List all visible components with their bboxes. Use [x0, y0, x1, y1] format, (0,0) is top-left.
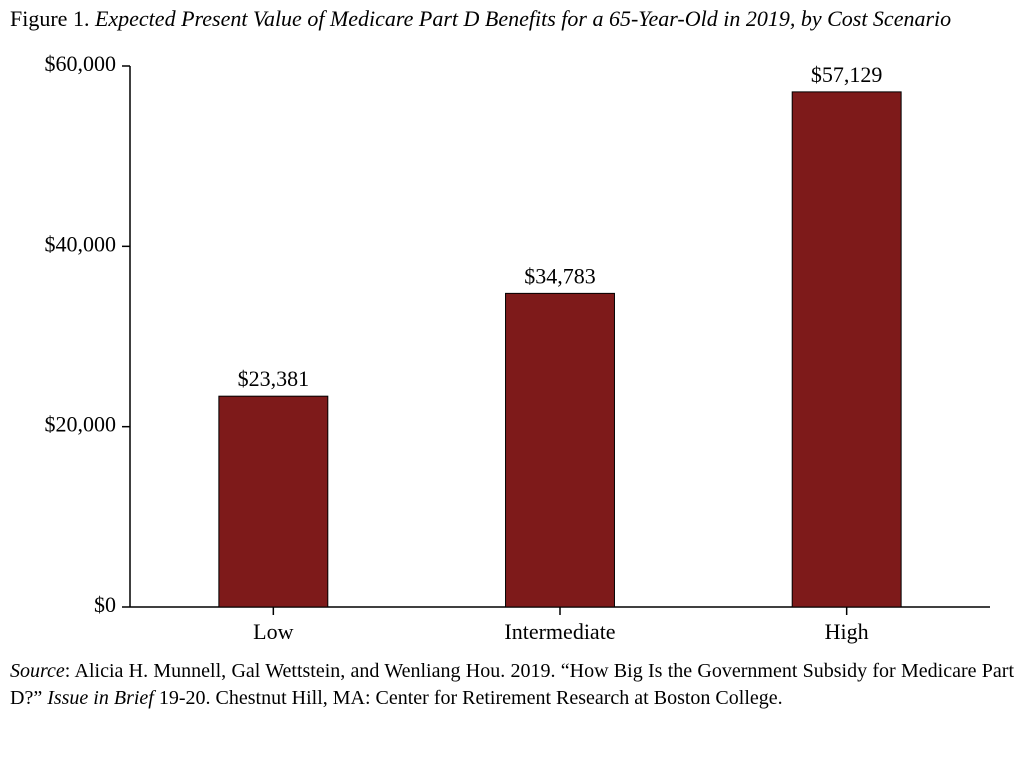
bar: [506, 293, 615, 607]
source-label: Source: [10, 660, 65, 682]
bar: [792, 92, 901, 607]
bar-value-label: $34,783: [524, 263, 596, 288]
y-tick-label: $40,000: [45, 231, 117, 256]
source-note: Source: Alicia H. Munnell, Gal Wettstein…: [10, 658, 1014, 712]
category-label: Low: [253, 619, 293, 644]
source-italic: Issue in Brief: [47, 687, 159, 709]
bar-chart: $0 $20,000 $40,000 $60,000 $23,381 Low $34,783…: [10, 52, 1010, 652]
bar-chart-svg: $0 $20,000 $40,000 $60,000 $23,381 Low $34,783…: [10, 52, 1010, 652]
y-tick-label: $60,000: [45, 52, 117, 76]
y-tick-label: $20,000: [45, 411, 117, 436]
category-label: Intermediate: [504, 619, 615, 644]
y-tick-label: $0: [94, 592, 116, 617]
figure-label: Figure 1.: [10, 6, 95, 31]
bar-value-label: $23,381: [238, 366, 310, 391]
figure-page: Figure 1. Expected Present Value of Medi…: [0, 0, 1024, 769]
figure-caption: Figure 1. Expected Present Value of Medi…: [10, 4, 1014, 34]
bar-value-label: $57,129: [811, 62, 883, 87]
figure-title: Expected Present Value of Medicare Part …: [95, 6, 951, 31]
bar: [219, 396, 328, 607]
category-label: High: [825, 619, 869, 644]
source-colon: :: [65, 660, 75, 682]
source-text-2: 19-20. Chestnut Hill, MA: Center for Ret…: [159, 687, 783, 709]
